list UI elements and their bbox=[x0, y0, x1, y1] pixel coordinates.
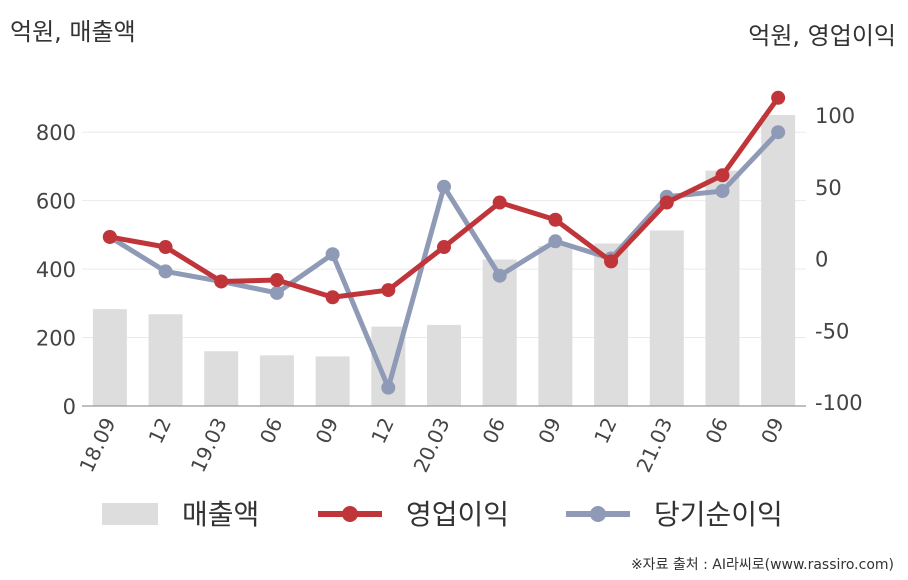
data-point bbox=[381, 283, 396, 298]
source-note: ※자료 출처 : AI라씨로(www.rassiro.com) bbox=[630, 557, 894, 573]
bar-series bbox=[92, 115, 796, 406]
legend-label: 당기순이익 bbox=[654, 498, 783, 531]
data-point bbox=[659, 195, 674, 210]
x-tick-label: 06 bbox=[700, 414, 733, 447]
data-point bbox=[269, 285, 284, 300]
left-axis-ticks: 0 200 400 600 800 bbox=[36, 121, 76, 419]
x-tick-label: 09 bbox=[756, 414, 789, 447]
data-point bbox=[214, 274, 229, 289]
x-tick-label: 06 bbox=[478, 414, 511, 447]
x-tick-label: 12 bbox=[144, 414, 177, 447]
data-point bbox=[548, 212, 563, 227]
bar bbox=[761, 115, 796, 406]
left-tick-label: 600 bbox=[36, 190, 76, 214]
bar bbox=[427, 324, 461, 406]
bar bbox=[482, 259, 517, 406]
left-tick-label: 400 bbox=[36, 258, 76, 282]
gridlines bbox=[82, 131, 806, 339]
data-point bbox=[158, 264, 173, 279]
data-point bbox=[492, 268, 507, 283]
bar bbox=[315, 356, 350, 406]
x-tick-label: 12 bbox=[589, 414, 622, 447]
right-tick-label: 50 bbox=[815, 176, 842, 200]
legend-item: 매출액 bbox=[102, 498, 259, 531]
data-point bbox=[325, 247, 340, 262]
bar bbox=[204, 351, 239, 406]
x-tick-label: 19.03 bbox=[186, 414, 232, 476]
legend-label: 영업이익 bbox=[406, 498, 509, 531]
legend: 매출액 영업이익 당기순이익 bbox=[102, 498, 783, 531]
data-point bbox=[437, 240, 451, 255]
data-point bbox=[269, 273, 284, 288]
left-tick-label: 800 bbox=[36, 121, 76, 145]
legend-marker bbox=[590, 506, 606, 522]
left-tick-label: 200 bbox=[36, 327, 76, 351]
x-axis-ticks: 18.09 12 19.03 06 09 12 20.03 06 09 12 21.03 06 09 bbox=[74, 414, 788, 476]
x-tick-label: 09 bbox=[311, 414, 344, 447]
x-tick-label: 09 bbox=[533, 414, 566, 447]
left-axis-label: 억원, 매출액 bbox=[10, 18, 136, 46]
data-point bbox=[771, 90, 786, 105]
x-tick-label: 06 bbox=[255, 414, 288, 447]
bar bbox=[92, 309, 127, 406]
data-point bbox=[381, 380, 396, 395]
data-point bbox=[771, 125, 786, 140]
data-point bbox=[548, 234, 563, 249]
bar bbox=[259, 355, 294, 406]
data-point bbox=[715, 168, 730, 183]
x-tick-label: 21.03 bbox=[631, 414, 677, 476]
right-axis-label: 억원, 영업이익 bbox=[748, 22, 896, 50]
right-tick-label: 0 bbox=[815, 248, 828, 272]
data-point bbox=[437, 179, 451, 194]
legend-item: 당기순이익 bbox=[566, 498, 783, 531]
x-tick-label: 18.09 bbox=[74, 414, 120, 476]
line-series bbox=[102, 90, 786, 395]
data-point bbox=[492, 195, 507, 210]
right-tick-label: -50 bbox=[815, 319, 849, 343]
right-tick-label: 100 bbox=[815, 104, 855, 128]
data-point bbox=[715, 184, 730, 199]
bar bbox=[148, 314, 183, 406]
left-tick-label: 0 bbox=[63, 395, 76, 419]
legend-swatch bbox=[102, 503, 158, 525]
right-tick-label: -100 bbox=[815, 391, 863, 415]
bar bbox=[649, 230, 684, 406]
data-point bbox=[604, 254, 619, 269]
legend-marker bbox=[342, 506, 358, 522]
data-point bbox=[102, 229, 117, 244]
bar bbox=[705, 170, 740, 406]
x-tick-label: 20.03 bbox=[409, 414, 455, 476]
x-tick-label: 12 bbox=[366, 414, 399, 447]
bar bbox=[538, 245, 573, 406]
legend-label: 매출액 bbox=[182, 498, 259, 531]
bar bbox=[594, 243, 629, 406]
data-point bbox=[325, 290, 340, 305]
data-point bbox=[158, 240, 173, 255]
legend-item: 영업이익 bbox=[318, 498, 509, 531]
right-axis-ticks: -100 -50 0 50 100 bbox=[815, 104, 863, 415]
